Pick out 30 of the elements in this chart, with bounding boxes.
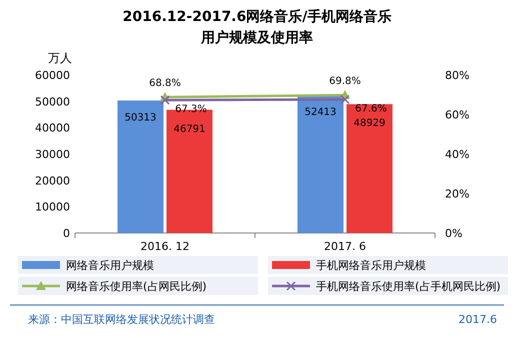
y-tick-label: 0 (63, 227, 70, 240)
data-label: 50313 (124, 112, 156, 124)
y-tick-label: 60000 (35, 69, 70, 82)
data-label: 52413 (304, 106, 336, 118)
legend-label: 网络音乐用户规模 (66, 259, 154, 272)
x-tick-label: 2016. 12 (140, 240, 190, 253)
y2-tick-label: 20% (445, 188, 470, 200)
data-label: 68.8% (149, 78, 181, 90)
source-note: 来源：中国互联网络发展状况统计调查 (28, 313, 215, 326)
y-tick-label: 30000 (35, 148, 70, 161)
text: 2017.6 (458, 313, 497, 326)
y2-tick-label: 80% (445, 69, 470, 82)
y2-tick-label: 60% (445, 108, 470, 122)
y-axis-title: 万人 (48, 51, 72, 65)
y2-tick-label: 0% (445, 227, 462, 240)
legend-label: 手机网络音乐用户规模 (316, 259, 426, 272)
y-tick-label: 40000 (35, 122, 70, 135)
y2-tick-label: 40% (445, 148, 470, 161)
y-tick-label: 20000 (35, 174, 70, 188)
legend-label: 手机网络音乐使用率(占手机网民比例) (316, 280, 501, 293)
data-label: 67.6% (355, 103, 387, 114)
data-label: 48929 (354, 118, 386, 130)
x-tick-label: 2017. 6 (324, 240, 366, 253)
y-tick-label: 10000 (35, 200, 70, 214)
y-tick-label: 50000 (35, 95, 70, 108)
legend-label: 网络音乐使用率(占网民比例) (66, 280, 207, 293)
chart-subtitle: 用户规模及使用率 (200, 29, 313, 46)
data-label: 46791 (174, 124, 206, 135)
data-label: 69.8% (329, 76, 361, 88)
chart-title: 2016.12-2017.6网络音乐/手机网络音乐 (122, 8, 392, 25)
